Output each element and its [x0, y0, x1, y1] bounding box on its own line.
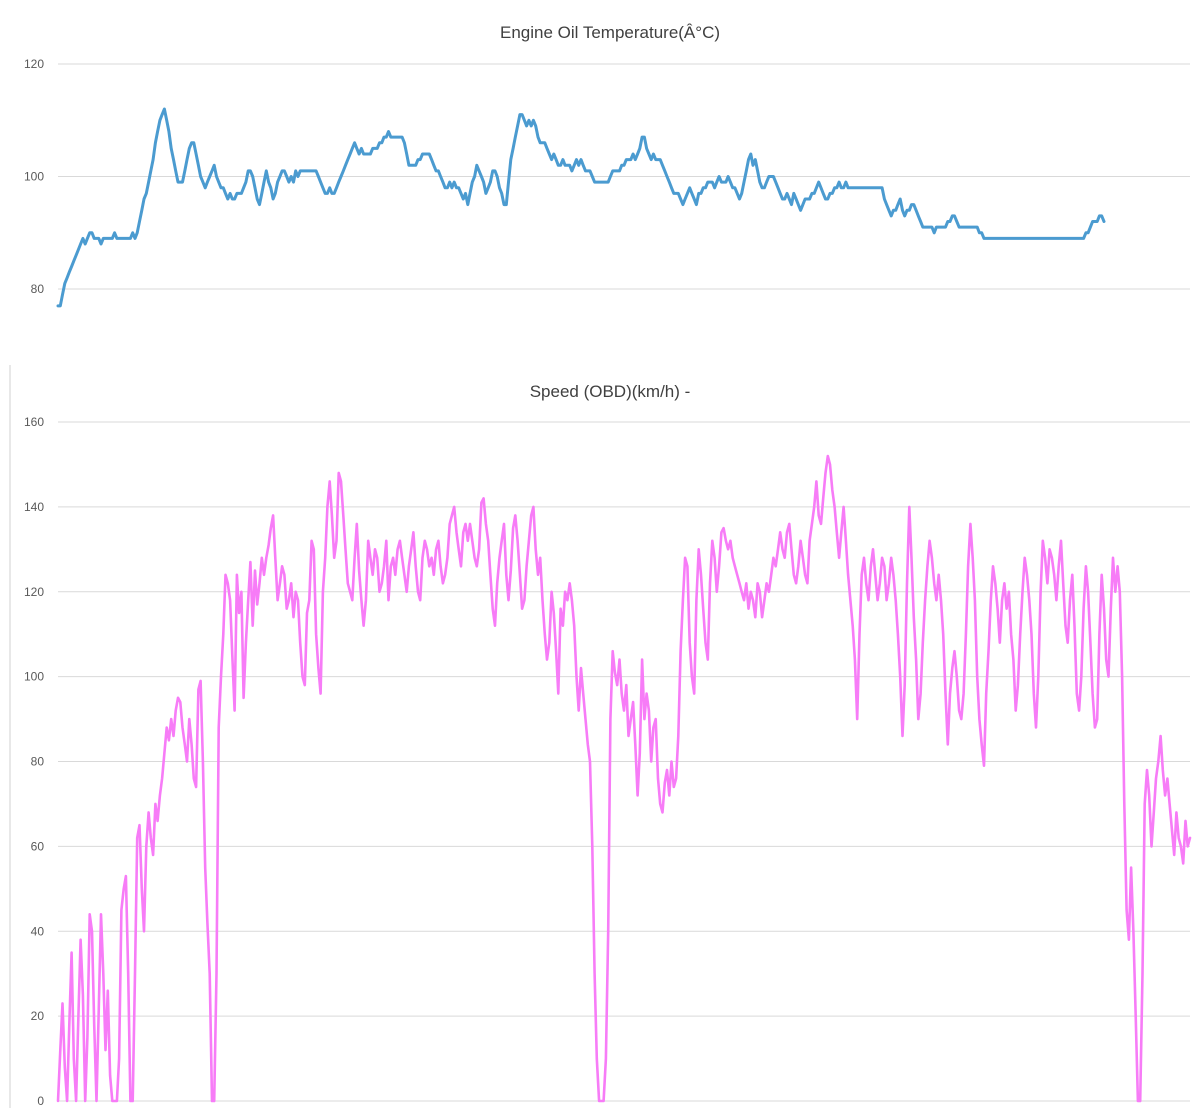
y-tick-label: 160	[24, 415, 44, 429]
speed-y-ticks: 0 20 40 60 80 100 120 140 160	[24, 415, 44, 1108]
y-tick-label: 80	[31, 755, 45, 769]
speed-plot-area	[56, 454, 1192, 1103]
y-tick-label: 80	[31, 282, 45, 296]
y-tick-label: 20	[31, 1009, 45, 1023]
speed-chart: Speed (OBD)(km/h) - 0 20 40 60 80 100 120 140 16…	[24, 382, 1192, 1108]
oil-temp-y-ticks: 80 100 120	[24, 57, 44, 296]
y-tick-label: 120	[24, 57, 44, 71]
speed-chart-title: Speed (OBD)(km/h) -	[530, 382, 691, 401]
oil-temp-plot-area	[56, 107, 1106, 308]
y-tick-label: 100	[24, 670, 44, 684]
speed-series-line	[56, 454, 1192, 1103]
y-tick-label: 140	[24, 500, 44, 514]
y-tick-label: 100	[24, 170, 44, 184]
oil-temp-series-line	[56, 107, 1106, 308]
y-tick-label: 40	[31, 924, 45, 938]
y-tick-label: 0	[37, 1094, 44, 1108]
speed-gridlines	[58, 421, 1190, 1102]
oil-temp-chart: Engine Oil Temperature(Â°C) 80 100 120	[24, 23, 1190, 308]
y-tick-label: 60	[31, 839, 45, 853]
oil-temp-chart-title: Engine Oil Temperature(Â°C)	[500, 23, 720, 42]
y-tick-label: 120	[24, 585, 44, 599]
